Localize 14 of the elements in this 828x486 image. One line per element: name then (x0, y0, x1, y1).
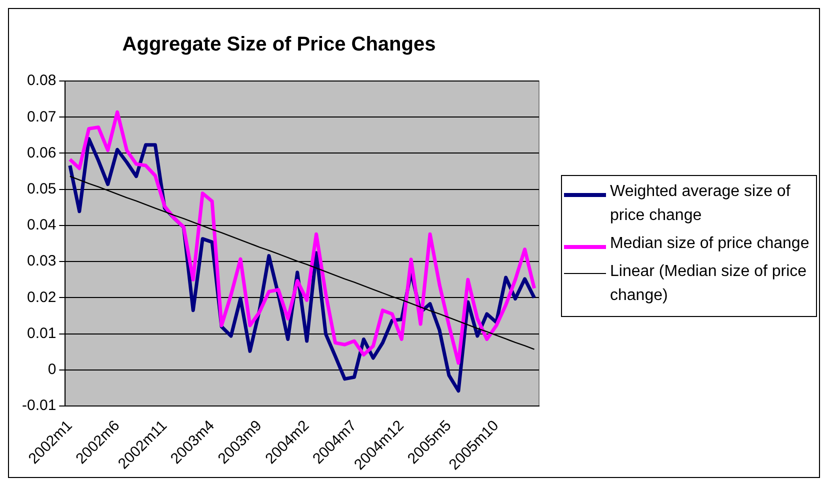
legend-label: Median size of price change (610, 234, 810, 254)
y-tick-label: 0.04 (26, 216, 56, 234)
chart-title: Aggregate Size of Price Changes (122, 34, 436, 56)
y-tick-label: -0.01 (22, 397, 56, 414)
y-tick-label: 0.05 (26, 180, 56, 198)
legend-label: Weighted average size of price change (610, 182, 792, 226)
y-tick-label: 0.01 (26, 324, 56, 342)
y-tick-label: 0.06 (26, 144, 56, 162)
y-tick-label: 0.02 (26, 288, 56, 306)
legend-label: Linear (Median size of price change) (610, 262, 808, 306)
y-tick-label: 0.03 (26, 252, 56, 270)
y-tick-label: 0.07 (26, 108, 56, 126)
y-tick-label: 0.08 (26, 72, 56, 90)
y-tick-label: 0 (48, 361, 56, 378)
